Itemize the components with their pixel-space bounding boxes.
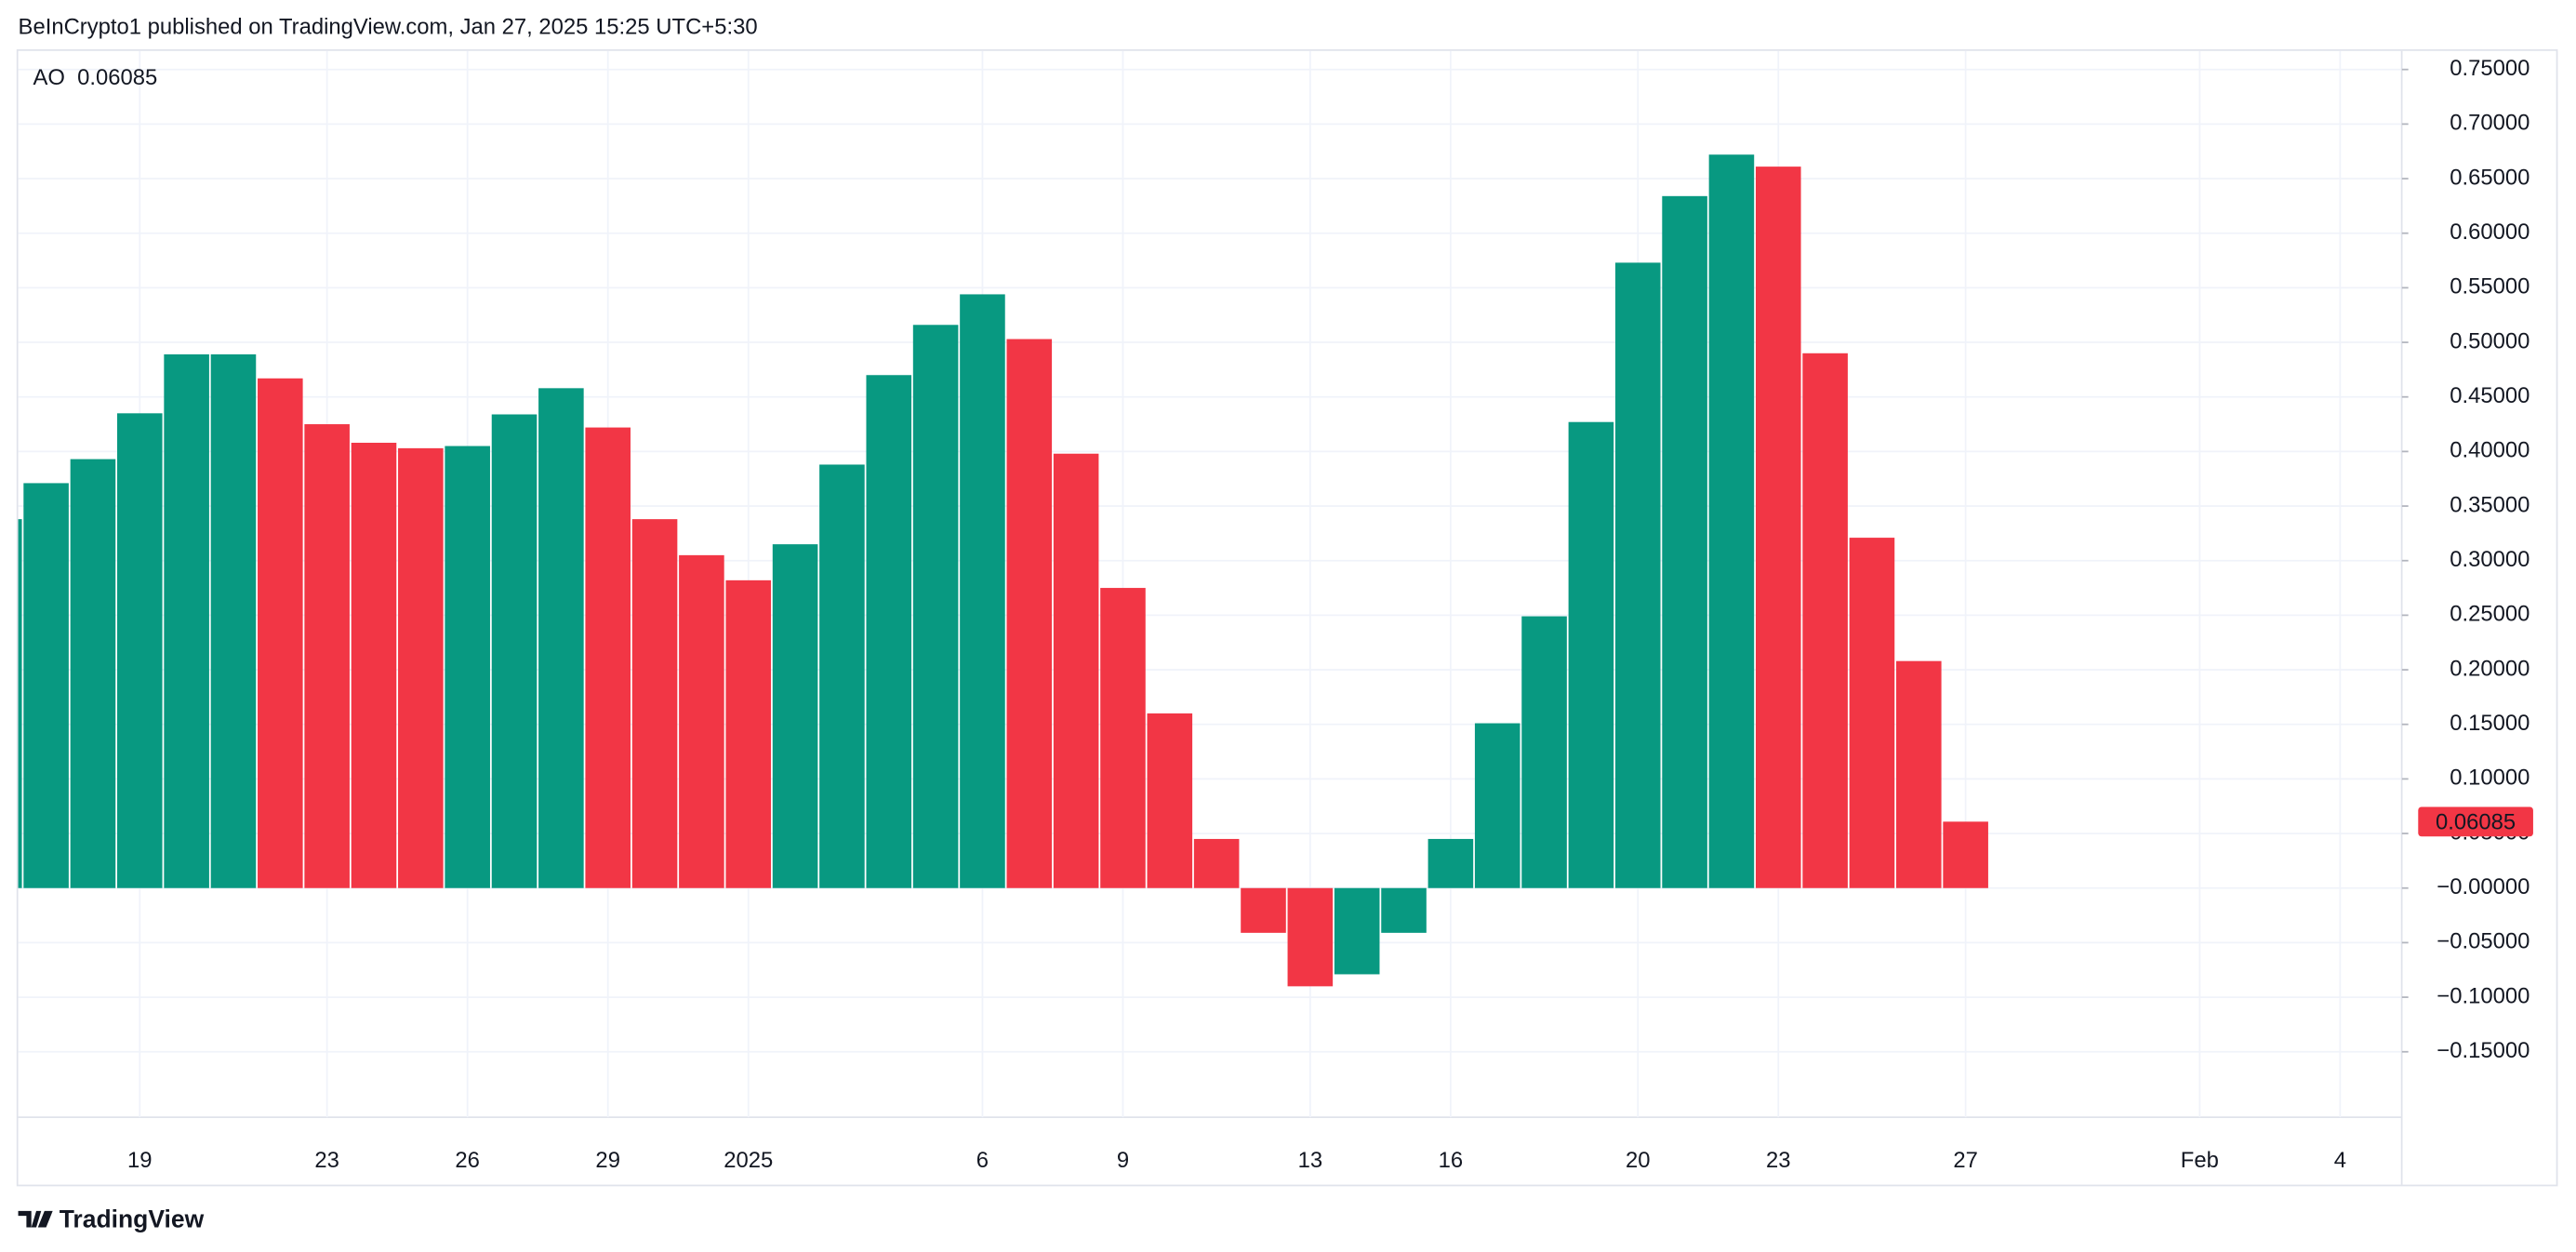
footer-brand: TradingView [60,1205,205,1232]
bar [1755,166,1801,888]
bar [1943,821,1988,888]
bar [1568,421,1614,888]
y-tick-label: 0.25000 [2450,602,2530,627]
bar [398,447,444,888]
bar [960,294,1005,888]
bar [491,414,538,888]
y-tick-label: 0.30000 [2450,547,2530,572]
bar [1147,713,1193,888]
bar [116,413,163,888]
bar [1849,538,1895,888]
indicator-value: 0.06085 [77,65,157,90]
bar [1708,154,1755,888]
bar [1193,838,1240,888]
bar [1474,723,1520,888]
x-tick-label: 19 [127,1148,153,1173]
y-tick-label: 0.70000 [2450,111,2530,136]
y-tick-label: 0.15000 [2450,711,2530,736]
x-tick-label: 16 [1439,1148,1464,1173]
y-tick-label: −0.00000 [2437,874,2530,899]
bar [1662,195,1707,888]
x-tick-label: 2025 [724,1148,773,1173]
bar [1427,838,1474,888]
bar [772,544,818,888]
bar [631,519,678,888]
labels: −0.15000−0.10000−0.05000−0.000000.050000… [127,56,2533,1173]
y-tick-label: 0.65000 [2450,165,2530,190]
y-tick-label: 0.10000 [2450,766,2530,791]
bar [1241,887,1286,933]
bar [1614,262,1661,888]
bar [164,353,209,888]
last-value-label: 0.06085 [2436,809,2516,834]
y-tick-label: 0.55000 [2450,274,2530,300]
bar [585,427,631,888]
y-tick-label: 0.35000 [2450,492,2530,517]
bar [819,464,865,888]
bar [23,483,69,888]
bar [1896,660,1942,888]
bars [18,154,1988,987]
bar [210,353,257,888]
y-tick-label: −0.10000 [2437,983,2530,1008]
y-tick-label: −0.05000 [2437,929,2530,954]
bar [1287,887,1334,987]
bar [725,579,772,888]
y-tick-label: 0.50000 [2450,328,2530,353]
x-tick-label: 9 [1117,1148,1129,1173]
x-tick-label: 27 [1953,1148,1978,1173]
last-value-badge [2418,806,2533,837]
y-tick-label: 0.20000 [2450,656,2530,681]
publish-header: BeInCrypto1 published on TradingView.com… [19,14,758,39]
bar [304,424,350,888]
x-tick-label: 6 [976,1148,989,1173]
y-tick-label: 0.40000 [2450,438,2530,463]
bar [1381,887,1427,933]
bar [351,443,397,888]
bar [1053,453,1099,888]
y-tick-label: 0.75000 [2450,56,2530,81]
x-tick-label: Feb [2181,1148,2219,1173]
bar [912,325,959,888]
y-tick-label: 0.45000 [2450,383,2530,408]
bar [258,378,303,888]
x-tick-label: 13 [1298,1148,1323,1173]
indicator-name: AO [33,65,64,90]
bar [1334,887,1380,975]
x-tick-label: 23 [1766,1148,1791,1173]
bar [1802,353,1848,888]
x-tick-label: 4 [2334,1148,2346,1173]
x-tick-label: 29 [595,1148,620,1173]
bar [1006,339,1053,888]
bar [866,375,912,888]
bar [538,388,584,888]
tradingview-logo: TradingView [18,1205,205,1232]
x-tick-label: 23 [314,1148,339,1173]
chart-frame [16,48,2558,1187]
bar [18,519,22,888]
bar [1100,588,1146,888]
bar [1521,616,1567,888]
bar [70,459,116,888]
bar [679,554,724,888]
y-tick-label: 0.60000 [2450,220,2530,245]
y-tick-label: −0.15000 [2437,1038,2530,1063]
x-tick-label: 26 [455,1148,480,1173]
x-tick-label: 20 [1626,1148,1651,1173]
bar [445,446,490,888]
